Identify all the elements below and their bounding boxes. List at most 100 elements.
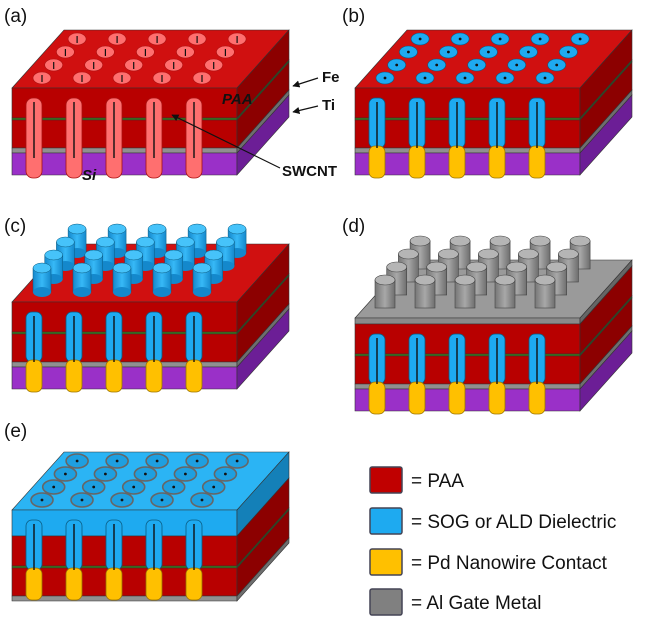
swcnt-label: SWCNT <box>282 163 337 180</box>
pd-contact <box>528 145 546 179</box>
pd-contact <box>185 359 203 393</box>
pd-contact <box>65 359 83 393</box>
ti-layer-front <box>11 361 238 368</box>
swcnt-dot <box>155 459 159 463</box>
al-gate-top <box>506 261 528 273</box>
al-gate-top <box>534 274 556 286</box>
swcnt-dot <box>224 472 227 476</box>
si-substrate-side <box>579 94 633 176</box>
al-gate-top <box>414 274 436 286</box>
swcnt-dot <box>435 63 439 67</box>
legend-swatch-pd <box>369 548 403 576</box>
paa-label: PAA <box>222 91 253 108</box>
panel-a <box>11 29 290 179</box>
pillar-top <box>227 223 247 235</box>
pillar-base <box>73 287 91 297</box>
al-gate-top <box>558 248 579 260</box>
swcnt-dot <box>92 485 96 489</box>
pillar-top <box>44 249 63 261</box>
fe-arrow <box>292 77 319 88</box>
swcnt-dot <box>527 50 530 54</box>
ti-layer-front <box>354 383 581 390</box>
swcnt-dot <box>498 37 502 41</box>
al-layer-front <box>354 317 581 325</box>
al-gate-top <box>529 235 551 247</box>
al-gate-top <box>438 248 459 260</box>
si-label: Si <box>82 167 97 184</box>
al-gate-top <box>494 274 516 286</box>
pillar-base <box>153 287 171 297</box>
al-gate-top <box>489 235 511 247</box>
swcnt-dot <box>463 76 467 80</box>
swcnt-dot <box>447 50 450 54</box>
al-gate-top <box>426 261 448 273</box>
pillar-top <box>96 236 115 248</box>
panel-label-e: (e) <box>4 421 27 442</box>
swcnt-dot <box>80 498 84 502</box>
al-gate-top <box>466 261 488 273</box>
al-gate-top <box>449 235 471 247</box>
al-gate-top <box>386 261 408 273</box>
legend-label-paa: = PAA <box>411 471 464 492</box>
dielectric-layer-front <box>11 509 238 537</box>
swcnt-dot <box>423 76 427 80</box>
si-substrate-front <box>11 366 238 390</box>
si-substrate-front <box>11 152 238 176</box>
paa-lower-front <box>11 567 238 597</box>
swcnt-dot <box>212 485 216 489</box>
ti-arrow <box>292 105 319 114</box>
swcnt-dot <box>172 485 176 489</box>
pd-contact <box>185 567 203 601</box>
si-substrate-front <box>354 388 581 412</box>
swcnt-dot <box>64 472 67 476</box>
panel-label-c: (c) <box>4 216 26 237</box>
al-gate-top <box>374 274 396 286</box>
pillar-top <box>147 223 167 235</box>
pillar-top <box>84 249 103 261</box>
pd-contact <box>368 381 386 415</box>
swcnt-dot <box>144 472 147 476</box>
swcnt-dot <box>555 63 559 67</box>
swcnt-dot <box>503 76 507 80</box>
pd-contact <box>25 359 43 393</box>
pd-contact <box>408 381 426 415</box>
swcnt-dot <box>52 485 56 489</box>
swcnt-dot <box>104 472 107 476</box>
pillar-top <box>187 223 207 235</box>
legend-swatch-paa <box>369 466 403 494</box>
si-substrate-front <box>354 152 581 176</box>
ti-label: Ti <box>322 97 335 114</box>
swcnt-dot <box>578 37 582 41</box>
ti-layer-front <box>11 147 238 154</box>
panel-label-a: (a) <box>4 6 27 27</box>
panel-e <box>11 451 290 602</box>
swcnt-dot <box>120 498 124 502</box>
legend-label-al: = Al Gate Metal <box>411 593 541 614</box>
paa-lower-front <box>354 119 581 149</box>
pd-contact <box>488 381 506 415</box>
paa-upper-front <box>354 87 581 119</box>
swcnt-dot <box>40 498 44 502</box>
si-substrate-side <box>236 94 290 176</box>
swcnt-dot <box>487 50 490 54</box>
pillar-top <box>152 262 172 274</box>
si-substrate-side <box>236 308 290 390</box>
pillar-top <box>176 236 195 248</box>
swcnt-dot <box>567 50 570 54</box>
swcnt-dot <box>200 498 204 502</box>
swcnt-dot <box>160 498 164 502</box>
ti-layer-side <box>236 537 290 602</box>
si-substrate-side <box>579 330 633 412</box>
ti-layer-front <box>354 147 581 154</box>
pillar-top <box>67 223 87 235</box>
pillar-top <box>164 249 183 261</box>
pillar-top <box>56 236 75 248</box>
pillar-top <box>72 262 92 274</box>
pd-contact <box>145 359 163 393</box>
al-gate-top <box>454 274 476 286</box>
pillar-top <box>216 236 235 248</box>
swcnt-dot <box>543 76 547 80</box>
al-gate-top <box>409 235 431 247</box>
paa-lower-front <box>354 355 581 385</box>
